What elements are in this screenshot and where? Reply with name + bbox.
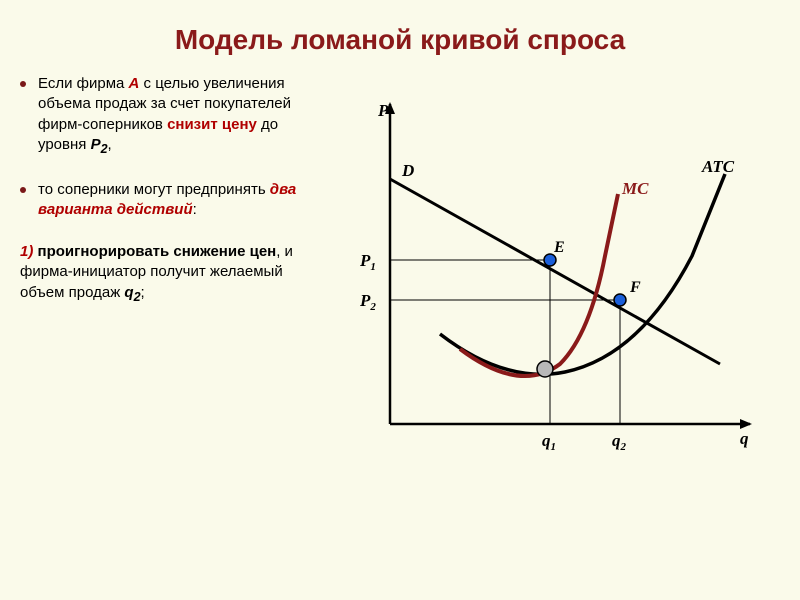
t: Если фирма	[38, 75, 129, 92]
text-column: Если фирма А с целью увеличения объема п…	[20, 74, 330, 494]
chart-column: Pq D MC ATC E F P1 P2 q1 q2	[330, 74, 780, 494]
point-F	[614, 294, 626, 306]
accent-ignore: проигнорировать снижение цен	[33, 243, 276, 260]
label-q1: q1	[542, 431, 556, 453]
bullet-1: Если фирма А с целью увеличения объема п…	[20, 74, 320, 158]
numbered-1: 1) проигнорировать снижение цен, и фирма…	[20, 242, 320, 305]
bullet-dot-icon	[20, 81, 26, 87]
label-mc-curve: MC	[621, 179, 649, 198]
label-point-e: E	[553, 239, 565, 256]
label-q2: q2	[612, 431, 627, 453]
economics-chart: Pq D MC ATC E F P1 P2 q1 q2	[330, 74, 770, 494]
label-p-axis: P	[377, 101, 389, 120]
label-point-f: F	[629, 279, 641, 296]
point-K	[537, 361, 553, 377]
t: ,	[108, 136, 112, 153]
q2-sub: 2	[134, 290, 141, 304]
label-p1: P1	[359, 251, 376, 273]
label-d-curve: D	[401, 161, 414, 180]
accent-price-down: снизит цену	[167, 116, 257, 133]
page-title: Модель ломаной кривой спроса	[0, 0, 800, 74]
bullet-2: то соперники могут предпринять два вариа…	[20, 180, 320, 221]
label-q-axis: q	[740, 429, 749, 448]
t: ;	[141, 284, 145, 301]
p2-sub: 2	[101, 142, 108, 156]
firm-a: А	[129, 75, 140, 92]
bullet-1-text: Если фирма А с целью увеличения объема п…	[38, 74, 320, 158]
p2-base: Р	[91, 136, 101, 153]
demand-curve	[390, 179, 720, 364]
bullet-dot-icon	[20, 187, 26, 193]
t: :	[193, 201, 197, 218]
label-atc-curve: ATC	[701, 157, 735, 176]
t: то соперники могут предпринять	[38, 181, 270, 198]
num-1: 1)	[20, 243, 33, 260]
arrowhead-x-icon	[740, 419, 752, 429]
mc-curve	[460, 194, 618, 376]
q2-base: q	[124, 284, 133, 301]
label-p2: P2	[359, 291, 376, 313]
content-row: Если фирма А с целью увеличения объема п…	[0, 74, 800, 494]
bullet-2-text: то соперники могут предпринять два вариа…	[38, 180, 320, 221]
